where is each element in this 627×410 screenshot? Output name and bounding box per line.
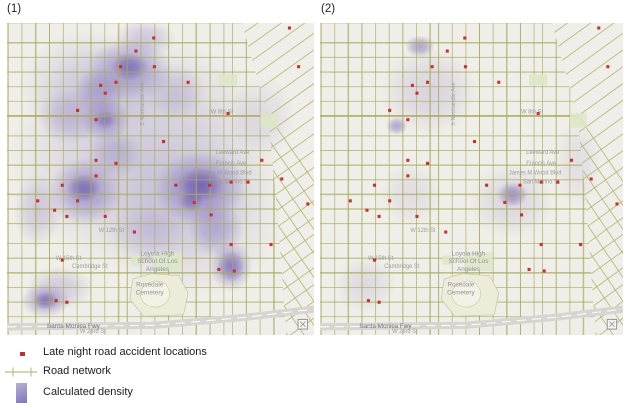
svg-text:James M Wood Blvd: James M Wood Blvd bbox=[509, 170, 562, 176]
svg-text:Cemetery: Cemetery bbox=[447, 289, 475, 296]
svg-text:James M Wood Blvd: James M Wood Blvd bbox=[198, 170, 251, 176]
road-legend-label: Road network bbox=[43, 365, 111, 377]
svg-text:Leeward Ave: Leeward Ave bbox=[526, 150, 559, 156]
panel-2-label: (2) bbox=[321, 3, 336, 15]
landmark-polygons bbox=[440, 74, 587, 317]
density-legend-label: Calculated density bbox=[43, 386, 133, 398]
map-corner-icon bbox=[297, 318, 309, 330]
svg-text:School Of Los: School Of Los bbox=[137, 258, 178, 265]
svg-text:Cambridge St: Cambridge St bbox=[72, 264, 108, 270]
svg-text:Rosedale: Rosedale bbox=[447, 282, 474, 289]
legend: Late night road accident locations Road … bbox=[0, 340, 300, 410]
map-panel-network-density: Leeward Ave Francis Ave James M Wood Blvd S… bbox=[320, 23, 623, 335]
svg-text:Santa Monica Fwy: Santa Monica Fwy bbox=[359, 323, 412, 330]
svg-text:S Normandie Ave: S Normandie Ave bbox=[451, 82, 457, 125]
svg-text:Angeles: Angeles bbox=[457, 266, 480, 273]
svg-text:W 15th St: W 15th St bbox=[56, 256, 82, 262]
accident-legend-label: Late night road accident locations bbox=[43, 346, 207, 358]
svg-text:Leeward Ave: Leeward Ave bbox=[216, 150, 250, 156]
svg-text:Francis Ave: Francis Ave bbox=[216, 161, 246, 167]
svg-text:Angeles: Angeles bbox=[146, 266, 170, 273]
svg-text:Loyola High: Loyola High bbox=[140, 250, 174, 257]
accident-legend-marker bbox=[20, 352, 25, 356]
density-legend-swatch bbox=[16, 383, 27, 403]
panel-1-label: (1) bbox=[7, 3, 22, 15]
svg-text:Francis Ave: Francis Ave bbox=[526, 161, 556, 167]
svg-text:Santa Monica Fwy: Santa Monica Fwy bbox=[47, 323, 101, 330]
svg-text:W 8th St: W 8th St bbox=[521, 109, 543, 115]
road-network-layer bbox=[320, 23, 596, 335]
accident-points-layer bbox=[348, 26, 619, 304]
freeway-layer bbox=[320, 305, 623, 331]
svg-text:Rosedale: Rosedale bbox=[136, 282, 164, 289]
svg-text:Cambridge St: Cambridge St bbox=[384, 264, 419, 270]
map-corner-icon bbox=[606, 318, 618, 330]
svg-text:W 12th St: W 12th St bbox=[410, 228, 436, 234]
svg-text:W 12th St: W 12th St bbox=[99, 228, 125, 234]
svg-text:Cemetery: Cemetery bbox=[136, 289, 165, 296]
accident-points-layer bbox=[36, 26, 310, 304]
svg-text:S Normandie Ave: S Normandie Ave bbox=[140, 82, 146, 126]
freeway-layer bbox=[7, 305, 314, 331]
planar-density-map: Leeward Ave Francis Ave James M Wood Blvd S… bbox=[7, 23, 314, 335]
svg-text:W 23rd St: W 23rd St bbox=[80, 329, 106, 335]
svg-text:W 8th St: W 8th St bbox=[211, 109, 234, 115]
map-panel-planar-density: Leeward Ave Francis Ave James M Wood Blvd S… bbox=[7, 23, 314, 335]
landmark-polygons bbox=[129, 74, 278, 317]
svg-text:W 23rd St: W 23rd St bbox=[392, 329, 418, 335]
road-legend-symbol bbox=[5, 367, 37, 377]
density-layer bbox=[320, 23, 602, 335]
svg-text:W 15th St: W 15th St bbox=[368, 256, 394, 262]
map-labels-layer: Leeward Ave Francis Ave James M Wood Blvd S… bbox=[359, 82, 561, 334]
svg-text:School Of Los: School Of Los bbox=[449, 258, 489, 265]
svg-text:Loyola High: Loyola High bbox=[452, 250, 486, 257]
network-density-map: Leeward Ave Francis Ave James M Wood Blvd S… bbox=[320, 23, 623, 335]
